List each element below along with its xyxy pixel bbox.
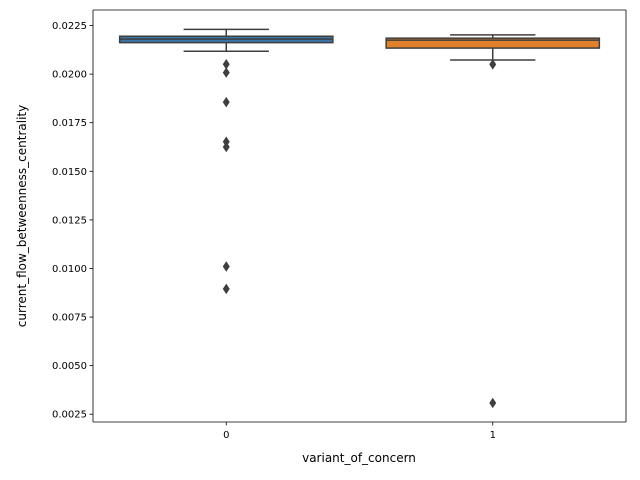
x-axis-label: variant_of_concern (302, 451, 416, 465)
x-tick-label: 1 (490, 430, 496, 441)
outlier-point (489, 397, 497, 409)
plot-area (93, 10, 626, 422)
boxes-layer (118, 28, 601, 409)
y-tick-label: 0.0125 (52, 215, 87, 226)
y-axis-label: current_flow_betweenness_centrality (15, 105, 29, 327)
y-tick-label: 0.0225 (52, 21, 87, 32)
x-tick-label: 0 (223, 430, 229, 441)
y-tick-label: 0.0075 (52, 313, 87, 324)
outlier-point (489, 59, 497, 70)
y-tick-label: 0.0050 (52, 361, 87, 372)
outlier-point (222, 67, 230, 78)
y-tick-label: 0.0175 (52, 118, 87, 129)
outlier-point (222, 141, 230, 153)
box-group-1 (385, 34, 601, 409)
y-tick-label: 0.0100 (52, 264, 87, 275)
outlier-point (222, 96, 230, 108)
y-tick-label: 0.0200 (52, 70, 87, 81)
outlier-point (222, 261, 230, 272)
y-tick-label: 0.0025 (52, 410, 87, 421)
ticks-layer: 0.0025 0.0050 0.0075 0.0100 0.0125 0.0150 0.01… (52, 21, 496, 441)
outlier-point (222, 283, 230, 295)
box-iqr (385, 37, 601, 49)
box-group-0 (118, 28, 334, 295)
y-tick-label: 0.0150 (52, 167, 87, 178)
